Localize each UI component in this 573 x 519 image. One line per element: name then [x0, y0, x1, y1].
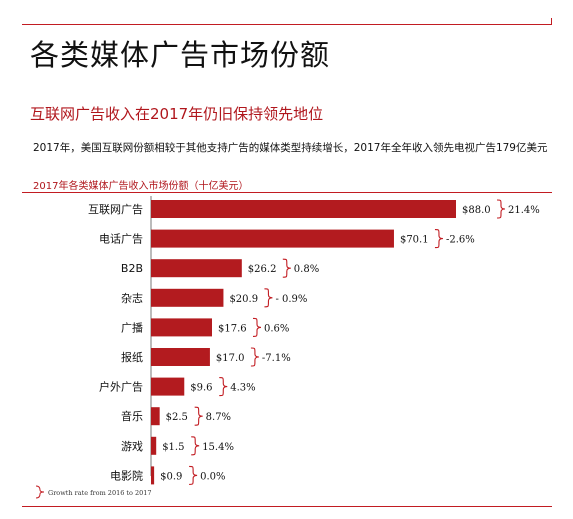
category-label: 音乐 [121, 409, 143, 423]
bar [151, 407, 160, 426]
bar [151, 259, 242, 278]
category-label: 电话广告 [99, 233, 143, 246]
page-description: 2017年，美国互联网份额相较于其他支持广告的媒体类型持续增长，2017年全年收… [33, 142, 548, 154]
growth-label: 4.3% [230, 383, 255, 394]
bar [151, 377, 185, 396]
value-label: $17.6 [218, 323, 247, 334]
value-label: $1.5 [162, 442, 184, 453]
bar [151, 318, 212, 337]
growth-bracket [219, 377, 228, 397]
growth-label: -2.6% [446, 235, 475, 246]
growth-bracket [194, 406, 203, 426]
growth-bracket [496, 199, 506, 219]
category-label: 互联网广告 [88, 203, 143, 216]
bar [151, 466, 155, 485]
legend-text: Growth rate from 2016 to 2017 [48, 489, 152, 497]
value-label: $17.0 [216, 353, 245, 364]
growth-label: - 0.9% [275, 294, 307, 305]
bottom-rule [22, 506, 552, 507]
growth-label: 21.4% [508, 205, 540, 216]
value-label: $9.6 [190, 383, 212, 394]
value-label: $0.9 [160, 471, 182, 482]
chart-title: 2017年各类媒体广告收入市场份额（十亿美元） [33, 181, 249, 192]
category-label: 广播 [121, 320, 143, 334]
category-label: B2B [121, 262, 143, 275]
category-label: 杂志 [121, 292, 143, 305]
bar [151, 348, 210, 366]
category-label: 游戏 [121, 440, 143, 453]
growth-bracket [282, 258, 291, 278]
growth-bracket [434, 229, 443, 249]
bar [151, 436, 157, 455]
growth-label: 15.4% [202, 442, 234, 453]
growth-bracket [189, 465, 198, 485]
value-label: $20.9 [229, 294, 258, 305]
category-label: 户外广告 [99, 380, 143, 394]
value-label: $70.1 [400, 235, 429, 246]
growth-label: 0.6% [264, 323, 289, 334]
growth-bracket [252, 317, 262, 337]
growth-bracket [250, 347, 259, 367]
top-rule-tick [551, 18, 552, 25]
chart-title-rule [22, 192, 552, 193]
bar [151, 229, 394, 248]
legend-bracket [35, 485, 45, 499]
bar [151, 288, 224, 307]
growth-label: 0.8% [294, 264, 319, 275]
growth-label: 0.0% [200, 471, 225, 482]
growth-label: -7.1% [262, 353, 291, 364]
category-label: 报纸 [121, 350, 143, 364]
value-label: $26.2 [248, 264, 277, 275]
bar [151, 200, 456, 218]
value-label: $88.0 [462, 205, 491, 216]
value-label: $2.5 [166, 412, 188, 423]
category-label: 电影院 [110, 468, 143, 482]
page-title: 各类媒体广告市场份额 [30, 38, 331, 72]
growth-label: 8.7% [206, 412, 231, 423]
top-rule [22, 24, 552, 25]
growth-bracket [191, 436, 200, 456]
growth-bracket [264, 288, 273, 308]
page-subtitle: 互联网广告收入在2017年仍旧保持领先地位 [30, 105, 324, 123]
